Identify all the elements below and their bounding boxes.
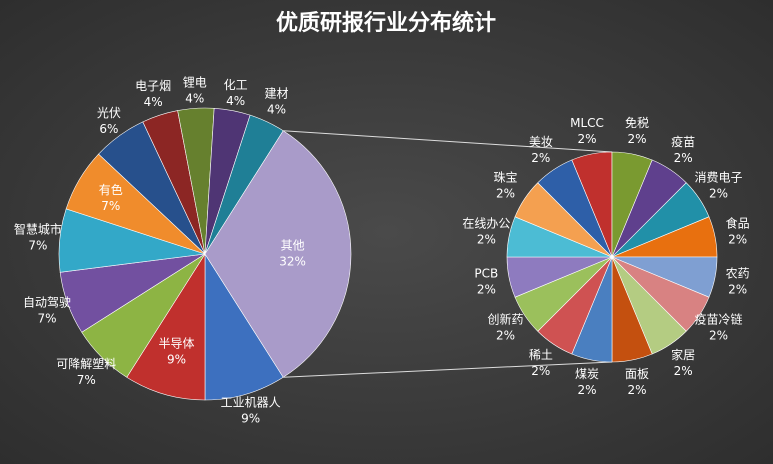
slice-value-label: 2% bbox=[496, 329, 515, 343]
pie-slice bbox=[537, 159, 613, 258]
connector-line bbox=[283, 361, 613, 378]
slice-label: 自动驾驶 bbox=[23, 294, 71, 309]
slice-label: 食品 bbox=[726, 216, 750, 231]
slice-value-label: 2% bbox=[627, 132, 646, 146]
slice-label: 半导体 bbox=[158, 337, 194, 351]
chart-title: 优质研报行业分布统计 bbox=[276, 10, 496, 36]
pie-slice bbox=[204, 130, 352, 378]
slice-label: 化工 bbox=[224, 78, 248, 92]
slice-label: 珠宝 bbox=[493, 170, 517, 184]
pie-slice bbox=[126, 252, 206, 401]
slice-value-label: 2% bbox=[674, 151, 693, 165]
slice-label: 创新药 bbox=[487, 312, 523, 327]
slice-label: MLCC bbox=[570, 116, 604, 130]
slice-value-label: 2% bbox=[728, 233, 747, 247]
slice-label: 电子烟 bbox=[135, 79, 171, 93]
slice-value-label: 2% bbox=[477, 282, 496, 296]
slice-value-label: 4% bbox=[185, 91, 204, 105]
slice-value-label: 2% bbox=[709, 329, 728, 343]
slice-label: 消费电子 bbox=[695, 170, 743, 184]
slice-value-label: 2% bbox=[709, 186, 728, 200]
slice-label: 其他 bbox=[281, 239, 305, 253]
slice-value-label: 2% bbox=[496, 186, 515, 200]
slice-value-label: 2% bbox=[674, 364, 693, 378]
slice-value-label: 9% bbox=[167, 353, 186, 367]
slice-label: 智慧城市 bbox=[14, 222, 62, 237]
slice-value-label: 7% bbox=[101, 199, 120, 213]
slice-value-label: 2% bbox=[728, 282, 747, 296]
slice-label: 煤炭 bbox=[575, 367, 599, 381]
slice-label: 面板 bbox=[625, 367, 649, 381]
slice-value-label: 9% bbox=[241, 412, 260, 426]
slice-value-label: 6% bbox=[99, 122, 118, 136]
slice-value-label: 32% bbox=[279, 255, 306, 269]
slice-value-label: 2% bbox=[577, 383, 596, 397]
pie-slice bbox=[204, 252, 284, 401]
slice-label: PCB bbox=[474, 266, 498, 280]
slice-value-label: 4% bbox=[144, 95, 163, 109]
slice-label: 疫苗 bbox=[671, 134, 695, 149]
slice-label: 农药 bbox=[726, 266, 750, 280]
slice-label: 美妆 bbox=[529, 135, 553, 149]
slice-label: 建材 bbox=[264, 87, 288, 101]
slice-value-label: 2% bbox=[531, 364, 550, 378]
slice-label: 家居 bbox=[671, 347, 695, 362]
slice-label: 工业机器人 bbox=[221, 396, 281, 410]
slice-label: 稀土 bbox=[529, 348, 553, 362]
slice-value-label: 7% bbox=[77, 373, 96, 387]
slice-label: 免税 bbox=[625, 115, 649, 130]
slice-value-label: 2% bbox=[477, 233, 496, 247]
slice-label: 有色 bbox=[99, 183, 123, 197]
slice-value-label: 4% bbox=[267, 103, 286, 117]
slice-value-label: 2% bbox=[531, 151, 550, 165]
slice-label: 光伏 bbox=[97, 106, 121, 120]
slice-value-label: 7% bbox=[28, 239, 47, 253]
slice-value-label: 7% bbox=[38, 311, 57, 325]
connector-line bbox=[283, 130, 613, 153]
slice-label: 在线办公 bbox=[462, 216, 510, 231]
slice-value-label: 2% bbox=[627, 383, 646, 397]
slice-label: 可降解塑料 bbox=[56, 356, 116, 371]
slice-label: 疫苗冷链 bbox=[695, 312, 743, 327]
slice-value-label: 2% bbox=[577, 132, 596, 146]
slice-value-label: 4% bbox=[226, 94, 245, 108]
slice-label: 锂电 bbox=[183, 74, 207, 89]
